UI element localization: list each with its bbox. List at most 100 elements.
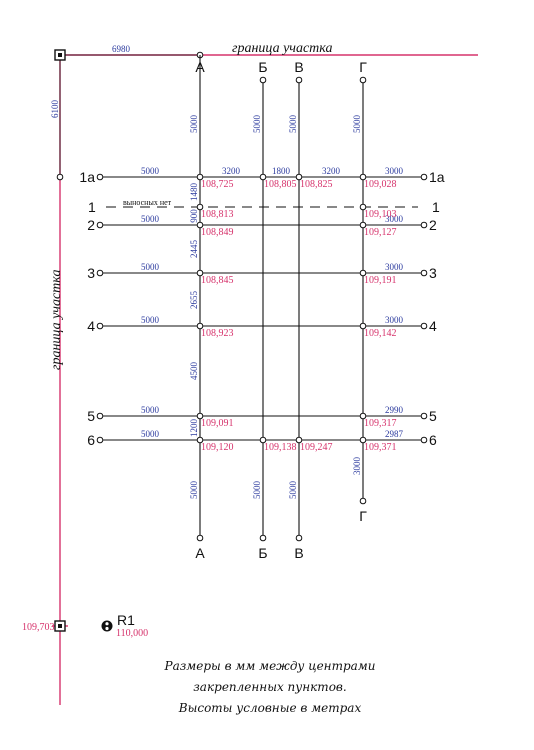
elevation-2-A: 108,849 [201, 227, 234, 238]
row-label-left-1: 1 [88, 199, 96, 215]
axis-grid: А А 5000 5000 Б Б 5000 5000 В В 5000 5000 Г Г 5000 3000… [79, 55, 445, 561]
point-6-B [259, 436, 267, 444]
point-2-A [196, 221, 204, 229]
row-node-right-3 [420, 269, 428, 277]
column-label-top-A: А [195, 59, 205, 75]
column-node-bottom-A [196, 534, 204, 542]
row-label-left-1a: 1а [79, 169, 95, 185]
row-label-right-4: 4 [429, 318, 437, 334]
row-node-left-2 [96, 221, 104, 229]
point-1-G [359, 203, 367, 211]
point-6-G [359, 436, 367, 444]
elevation-4-G: 109,142 [364, 328, 397, 339]
corner-marker-bottom-left [54, 620, 66, 632]
row-spacing-1: 1480 [189, 183, 199, 202]
row-node-right-4 [420, 322, 428, 330]
row-label-right-3: 3 [429, 265, 437, 281]
row-label-right-6: 6 [429, 432, 437, 448]
point-2-G [359, 221, 367, 229]
point-4-G [359, 322, 367, 330]
column-node-bottom-V [295, 534, 303, 542]
row-spacing-6: 1200 [189, 419, 199, 438]
point-5-A [196, 412, 204, 420]
left-dimension-value: 6100 [50, 100, 60, 119]
elevation-1-A: 108,813 [201, 209, 234, 220]
column-label-bottom-A: А [195, 545, 205, 561]
row-node-left-3 [96, 269, 104, 277]
row-label-left-4: 4 [87, 318, 95, 334]
point-6-A [196, 436, 204, 444]
column-label-top-B: Б [258, 59, 267, 75]
row-node-right-2 [420, 221, 428, 229]
row-spacing-5: 4500 [189, 362, 199, 381]
elevation-6-V: 109,247 [300, 442, 333, 453]
point-1a-V [295, 173, 303, 181]
note-line-2: закрепленных пунктов. [193, 680, 347, 694]
column-bottom-offset-V: 5000 [288, 481, 298, 500]
elevation-3-A: 108,845 [201, 275, 234, 286]
row-node-right-1a [420, 173, 428, 181]
column-label-bottom-G: Г [359, 508, 367, 524]
row-right-offset-5: 2990 [385, 405, 404, 415]
column-label-top-V: В [294, 59, 303, 75]
row-left-offset-1a: 5000 [141, 166, 160, 176]
elevation-6-G: 109,371 [364, 442, 397, 453]
row-node-left-4 [96, 322, 104, 330]
row-left-offset-2: 5000 [141, 214, 160, 224]
point-6-V [295, 436, 303, 444]
row-node-right-5 [420, 412, 428, 420]
border-label-top: граница участка [232, 41, 333, 56]
row-spacing-2: 900 [189, 209, 199, 223]
row-right-offset-2: 3000 [385, 214, 404, 224]
column-node-top-G [359, 76, 367, 84]
column-spacing-2: 1800 [272, 166, 291, 176]
row-right-offset-6: 2987 [385, 429, 404, 439]
point-1a-G [359, 173, 367, 181]
point-1a-A [196, 173, 204, 181]
elevation-1a-B: 108,805 [264, 179, 297, 190]
elevation-6-B: 109,138 [264, 442, 297, 453]
elevation-4-A: 108,923 [201, 328, 234, 339]
row-label-right-5: 5 [429, 408, 437, 424]
elevation-3-G: 109,191 [364, 275, 397, 286]
column-top-offset-A: 5000 [189, 115, 199, 134]
elevation-1a-V: 108,825 [300, 179, 333, 190]
column-bottom-offset-B: 5000 [252, 481, 262, 500]
note: Размеры в мм между центрами закрепленных… [140, 656, 400, 719]
elevation-1a-G: 109,028 [364, 179, 397, 190]
column-top-offset-V: 5000 [288, 115, 298, 134]
benchmark-elevation: 110,000 [116, 628, 148, 639]
no-offsets-label: выносных нет [123, 198, 172, 207]
column-spacing-1: 3200 [222, 166, 241, 176]
row-left-offset-3: 5000 [141, 262, 160, 272]
row-left-offset-5: 5000 [141, 405, 160, 415]
left-boundary-point [56, 173, 64, 181]
point-1a-B [259, 173, 267, 181]
column-bottom-offset-G: 3000 [352, 457, 362, 476]
benchmark-icon [101, 620, 113, 632]
row-node-left-6 [96, 436, 104, 444]
row-label-left-6: 6 [87, 432, 95, 448]
point-1-A [196, 203, 204, 211]
row-label-left-3: 3 [87, 265, 95, 281]
corner-marker-top-left [54, 49, 66, 61]
column-node-top-V [295, 76, 303, 84]
top-dimension-value: 6980 [112, 44, 131, 54]
elevation-2-G: 109,127 [364, 227, 397, 238]
row-left-offset-6: 5000 [141, 429, 160, 439]
border-label-left: граница участка [49, 270, 64, 371]
row-label-left-2: 2 [87, 217, 95, 233]
row-label-right-2: 2 [429, 217, 437, 233]
column-label-bottom-B: Б [258, 545, 267, 561]
point-3-A [196, 269, 204, 277]
column-top-offset-G: 5000 [352, 115, 362, 134]
column-label-top-G: Г [359, 59, 367, 75]
elevation-5-G: 109,317 [364, 418, 397, 429]
elevation-5-A: 109,091 [201, 418, 234, 429]
row-spacing-4: 2655 [189, 291, 199, 310]
row-label-left-5: 5 [87, 408, 95, 424]
row-left-offset-4: 5000 [141, 315, 160, 325]
row-right-offset-1a: 3000 [385, 166, 404, 176]
elevation-1-G: 109,103 [364, 209, 397, 220]
